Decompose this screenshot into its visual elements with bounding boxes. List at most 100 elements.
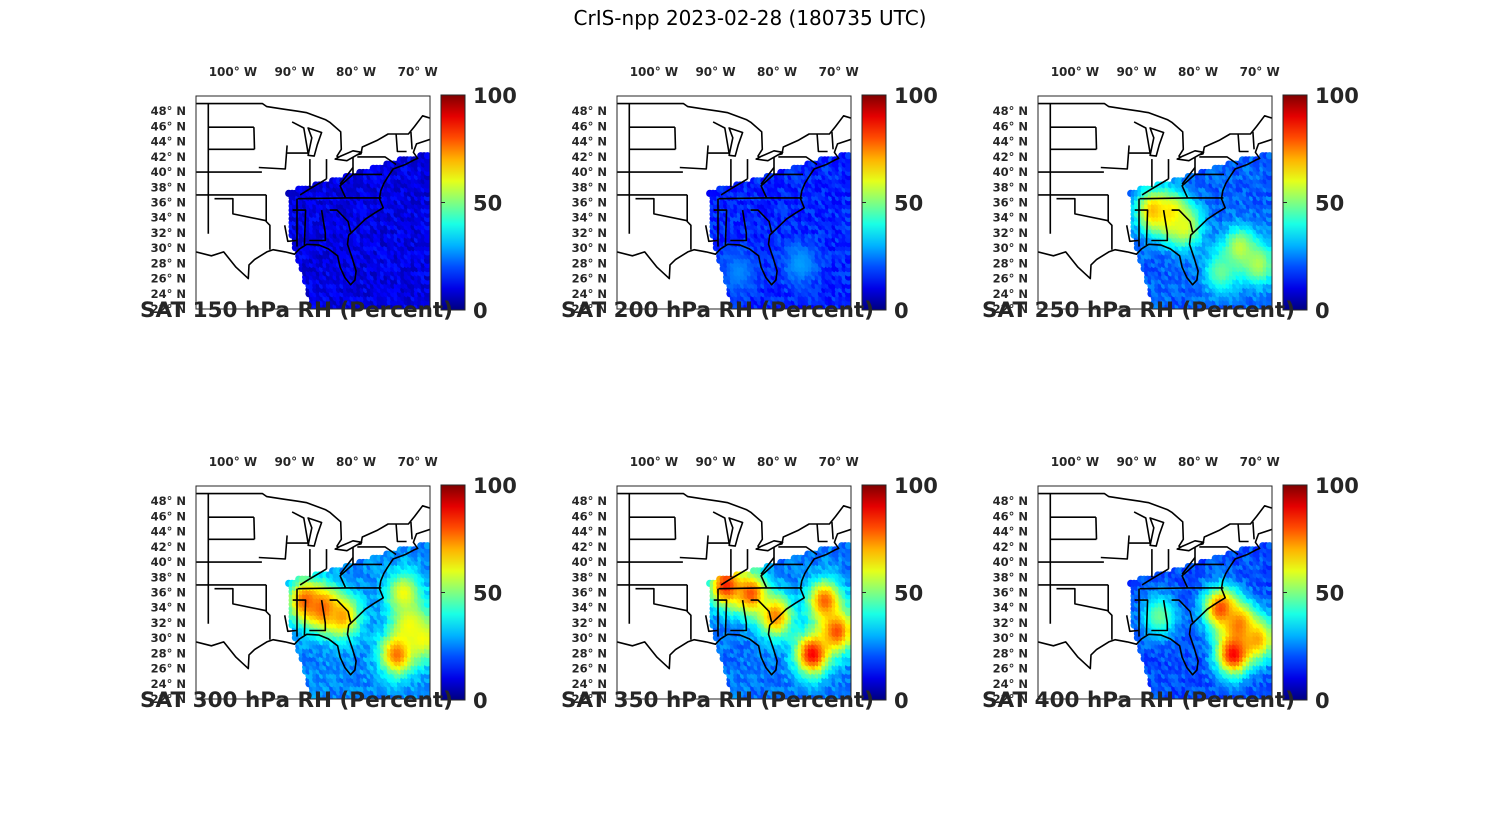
lat-tick-label: 30° N — [993, 241, 1028, 255]
lat-tick-label: 26° N — [993, 272, 1028, 286]
lat-tick-label: 34° N — [993, 211, 1028, 225]
rh-footprint — [844, 152, 851, 160]
state-border — [1181, 167, 1196, 185]
state-border — [1252, 131, 1255, 150]
colorbar-tick-label: 50 — [473, 192, 502, 216]
map-panel-300hpa: 100° W 90° W 80° W 70° W 48° N 46° N 44° N 42° … — [140, 430, 570, 730]
state-border — [831, 131, 834, 150]
lon-tick-label: 80° W — [757, 65, 797, 79]
lake-michigan — [1149, 127, 1165, 157]
state-border — [1141, 178, 1169, 196]
lat-tick-label: 32° N — [572, 226, 607, 240]
lon-tick-label: 100° W — [209, 65, 257, 79]
state-border — [760, 173, 775, 199]
lake-erie — [334, 150, 363, 162]
rh-footprint — [1265, 152, 1272, 160]
state-border — [253, 127, 256, 150]
lat-tick-label: 48° N — [572, 104, 607, 118]
lat-tick-label: 22° N — [572, 302, 607, 316]
colorbar-tick-label: 0 — [473, 299, 488, 323]
lake-erie — [1176, 150, 1205, 162]
lon-tick-label: 80° W — [336, 65, 376, 79]
lon-tick-label: 70° W — [1240, 65, 1280, 79]
state-border — [329, 209, 352, 233]
lat-tick-label: 24° N — [151, 287, 186, 301]
rh-field — [285, 542, 430, 699]
state-border — [778, 156, 818, 166]
coastline — [196, 138, 430, 286]
colorbar-tick-label: 100 — [1315, 84, 1359, 108]
lake-erie — [755, 150, 784, 162]
rh-map-150hpa: 100° W 90° W 80° W 70° W48° N46° N44° N42° … — [151, 65, 517, 323]
state-border — [1107, 194, 1113, 250]
state-border — [1151, 209, 1169, 242]
lat-tick-label: 38° N — [572, 180, 607, 194]
state-border — [1100, 145, 1130, 170]
colorbar-tick-label: 50 — [894, 192, 923, 216]
lat-tick-label: 48° N — [993, 104, 1028, 118]
state-border — [1181, 173, 1196, 199]
state-border — [730, 209, 748, 242]
state-border — [718, 197, 803, 200]
state-border — [720, 178, 748, 196]
lat-tick-label: 44° N — [572, 135, 607, 149]
map-boundaries — [617, 102, 851, 286]
state-border — [410, 131, 413, 150]
lat-tick-label: 32° N — [993, 226, 1028, 240]
lat-tick-label: 32° N — [151, 226, 186, 240]
rh-map-200hpa: 100° W 90° W 80° W 70° W48° N46° N44° N42° … — [572, 65, 938, 323]
colorbar-tick-label: 100 — [473, 84, 517, 108]
state-border — [1125, 225, 1139, 243]
canada-border — [196, 102, 430, 160]
lat-tick-label: 26° N — [572, 272, 607, 286]
lat-tick-label: 42° N — [151, 150, 186, 164]
lat-tick-label: 30° N — [151, 241, 186, 255]
state-border — [674, 127, 677, 150]
state-border — [339, 173, 354, 199]
lon-tick-label: 70° W — [819, 65, 859, 79]
state-border — [1129, 121, 1151, 154]
state-border — [1056, 197, 1109, 222]
lon-tick-label: 90° W — [1116, 65, 1156, 79]
state-border — [679, 145, 709, 170]
state-border — [760, 167, 775, 185]
panel-title: SAT 200 hPa RH (Percent) — [561, 298, 874, 323]
lat-tick-label: 44° N — [151, 135, 186, 149]
rh-map-250hpa: 100° W 90° W 80° W 70° W48° N46° N44° N42° … — [993, 65, 1359, 323]
lake-michigan — [728, 127, 744, 157]
lat-tick-label: 46° N — [151, 119, 186, 133]
rh-map-300hpa: 100° W 90° W 80° W 70° W48° N46° N44° N42° … — [151, 455, 517, 713]
lat-tick-label: 40° N — [151, 165, 186, 179]
lat-tick-label: 34° N — [572, 211, 607, 225]
map-boundaries — [196, 102, 430, 286]
lat-tick-label: 42° N — [572, 150, 607, 164]
lat-tick-label: 40° N — [572, 165, 607, 179]
lon-tick-label: 90° W — [274, 65, 314, 79]
state-border — [708, 121, 730, 154]
state-border — [287, 121, 309, 154]
state-border — [339, 167, 354, 185]
lat-tick-label: 38° N — [151, 180, 186, 194]
lat-tick-label: 26° N — [151, 272, 186, 286]
lat-tick-label: 40° N — [993, 165, 1028, 179]
state-border — [357, 156, 397, 166]
state-border — [292, 209, 307, 246]
canada-border — [1038, 102, 1272, 160]
coastline — [1038, 138, 1272, 286]
lat-tick-label: 48° N — [151, 104, 186, 118]
lat-tick-label: 46° N — [993, 119, 1028, 133]
lat-tick-label: 22° N — [151, 302, 186, 316]
state-border — [1237, 133, 1249, 153]
map-boundaries — [1038, 102, 1272, 286]
state-border — [395, 133, 407, 153]
lat-tick-label: 36° N — [572, 196, 607, 210]
lat-tick-label: 24° N — [993, 287, 1028, 301]
state-border — [258, 145, 288, 170]
lat-tick-label: 44° N — [993, 135, 1028, 149]
map-panel-200hpa: 100° W 90° W 80° W 70° W 48° N 46° N 44° N 42° … — [561, 40, 991, 340]
figure-title: CrIS-npp 2023-02-28 (180735 UTC) — [573, 6, 927, 30]
state-border — [1134, 209, 1149, 246]
colorbar-tick-label: 100 — [894, 84, 938, 108]
state-border — [297, 197, 382, 200]
map-frame — [1037, 95, 1273, 310]
